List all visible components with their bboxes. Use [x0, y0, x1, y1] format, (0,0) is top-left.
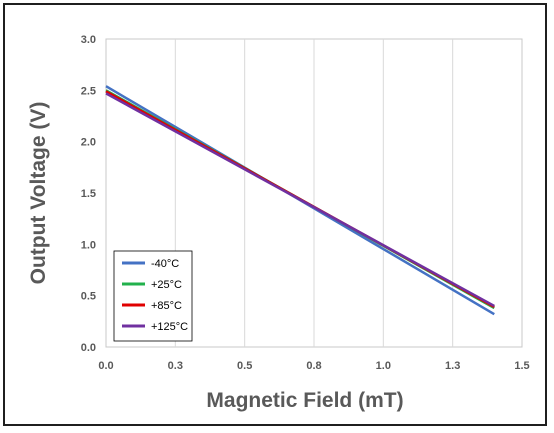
- legend-label: +85°C: [151, 300, 182, 312]
- gridlines: [174, 39, 454, 347]
- y-axis-title: Output Voltage (V): [27, 102, 50, 285]
- y-tick-label: 0.0: [81, 342, 96, 354]
- legend: -40°C +25°C +85°C +125°C: [113, 250, 193, 342]
- x-tick-label: 1.0: [376, 360, 391, 372]
- x-tick-label: 1.3: [445, 360, 460, 372]
- y-tick-labels: 0.0 0.5 1.0 1.5 2.0 2.5 3.0: [81, 34, 96, 354]
- x-tick-label: 0.8: [306, 360, 321, 372]
- legend-label: +25°C: [151, 279, 182, 291]
- y-tick-label: 2.5: [81, 85, 96, 97]
- x-tick-label: 0.5: [237, 360, 252, 372]
- legend-label: -40°C: [151, 258, 179, 270]
- y-tick-label: 0.5: [81, 291, 96, 303]
- y-tick-label: 2.0: [81, 137, 96, 149]
- y-tick-label: 3.0: [81, 34, 96, 46]
- x-tick-labels: 0.0 0.3 0.5 0.8 1.0 1.3 1.5: [98, 360, 529, 372]
- series-line: [105, 92, 495, 308]
- y-tick-label: 1.0: [81, 239, 96, 251]
- y-tick-label: 1.5: [81, 188, 96, 200]
- legend-box: [113, 250, 193, 342]
- x-tick-label: 0.0: [98, 360, 113, 372]
- series-lines: [105, 85, 495, 316]
- x-tick-label: 0.3: [168, 360, 183, 372]
- x-axis-title: Magnetic Field (mT): [206, 389, 403, 412]
- x-tick-label: 1.5: [514, 360, 529, 372]
- legend-label: +125°C: [151, 321, 188, 333]
